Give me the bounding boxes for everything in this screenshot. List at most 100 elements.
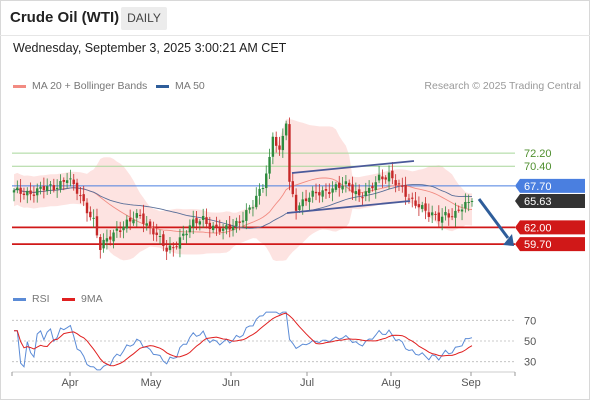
- candle-body: [122, 226, 125, 231]
- level-label-70.40: 70.40: [524, 161, 552, 173]
- candle: [178, 228, 182, 258]
- candle-body: [284, 123, 288, 136]
- candle-body: [265, 173, 268, 188]
- candle: [198, 219, 202, 231]
- candle: [65, 172, 69, 189]
- candle: [311, 186, 314, 203]
- timeframe-badge[interactable]: DAILY: [121, 7, 167, 30]
- candle: [122, 221, 125, 239]
- candle: [374, 176, 377, 199]
- candle-body: [318, 192, 321, 196]
- candle: [152, 221, 155, 241]
- candle-body: [72, 179, 75, 185]
- candle: [294, 188, 298, 220]
- candle-body: [221, 228, 225, 231]
- instrument-title: Crude Oil (WTI): [10, 9, 120, 26]
- candle-body: [387, 172, 391, 182]
- candle-body: [334, 184, 338, 190]
- candle-body: [16, 187, 19, 191]
- candle: [135, 209, 138, 227]
- candle: [89, 206, 92, 221]
- legend-ma20: MA 20 + Bollinger Bands: [13, 80, 147, 92]
- candle: [188, 219, 192, 238]
- rsi-9ma-line: [14, 312, 473, 367]
- candle-body: [301, 199, 304, 207]
- candle-body: [39, 186, 42, 189]
- candle-body: [460, 209, 464, 212]
- candle: [215, 216, 218, 236]
- candle-body: [165, 247, 168, 252]
- level-badge-bg-67.70: [515, 178, 585, 193]
- candle: [168, 237, 172, 254]
- channel-lower-line: [286, 200, 411, 214]
- candle: [221, 223, 225, 240]
- legend-9ma: 9MA: [62, 293, 103, 305]
- candle: [26, 187, 29, 204]
- candle: [208, 216, 212, 238]
- candle-body: [407, 198, 411, 200]
- candle: [437, 205, 441, 228]
- candle: [447, 209, 450, 226]
- candle-body: [444, 211, 447, 216]
- candle-body: [470, 200, 474, 202]
- ma50-label: MA 50: [175, 80, 205, 92]
- candle: [467, 194, 470, 212]
- candle-body: [454, 210, 457, 218]
- candle-body: [175, 246, 178, 248]
- candle-body: [364, 191, 367, 197]
- candle-body: [245, 210, 248, 221]
- candle: [42, 177, 46, 199]
- candle-body: [324, 189, 328, 191]
- candle-body: [26, 190, 29, 196]
- candle-body: [119, 230, 122, 232]
- candle: [102, 233, 105, 253]
- candle-body: [421, 205, 424, 209]
- candle-body: [148, 221, 152, 227]
- candle: [407, 193, 411, 204]
- candle-body: [391, 170, 394, 179]
- candle: [112, 229, 115, 249]
- candle-body: [371, 186, 374, 189]
- candle-body: [258, 188, 261, 196]
- rsi-tick-70: 70: [524, 315, 536, 327]
- candle-body: [411, 197, 414, 199]
- candle: [185, 230, 188, 244]
- candle-body: [341, 185, 344, 190]
- candle: [278, 136, 281, 156]
- level-badge-62.00: 62.00: [524, 222, 552, 234]
- candle-body: [155, 232, 158, 235]
- rsi-swatch: [13, 297, 26, 301]
- candle: [334, 181, 338, 193]
- candle-body: [397, 183, 401, 185]
- candle-body: [29, 190, 32, 195]
- ma50-swatch: [156, 84, 169, 88]
- candle-body: [79, 195, 82, 197]
- x-tick-label-Jul: Jul: [300, 377, 314, 389]
- candle: [119, 221, 122, 238]
- candle-body: [85, 202, 89, 214]
- candle-body: [45, 186, 49, 191]
- candle-body: [304, 198, 308, 202]
- candle: [211, 222, 215, 233]
- candle: [440, 208, 444, 231]
- x-tick-label-May: May: [141, 377, 162, 389]
- candle: [85, 198, 89, 222]
- candle-body: [49, 184, 52, 186]
- candle-body: [394, 180, 397, 186]
- candle: [109, 229, 112, 246]
- level-badge-65.63: 65.63: [524, 196, 552, 208]
- candle-body: [241, 220, 245, 223]
- candle-body: [36, 188, 39, 196]
- x-tick-label-Sep: Sep: [461, 377, 481, 389]
- candle: [348, 179, 351, 192]
- candle: [404, 176, 407, 205]
- candle: [32, 186, 36, 203]
- candle: [387, 165, 391, 190]
- candle-body: [255, 195, 258, 208]
- candle: [248, 204, 251, 214]
- candle-body: [427, 212, 431, 217]
- candle: [52, 178, 56, 193]
- candle-body: [92, 217, 95, 219]
